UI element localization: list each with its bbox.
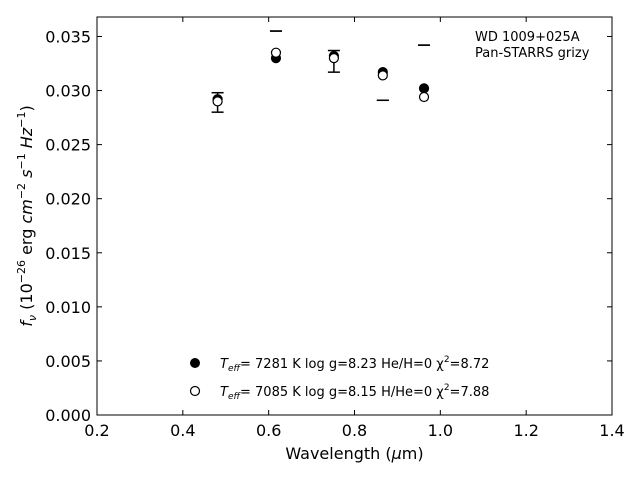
y-tick-label: 0.015 bbox=[45, 244, 91, 263]
x-tick-label: 0.4 bbox=[170, 421, 195, 440]
model-point-filled bbox=[418, 83, 430, 94]
model-point-open bbox=[328, 52, 339, 64]
x-tick-label: 1.4 bbox=[599, 421, 624, 440]
x-tick-label: 0.2 bbox=[84, 421, 109, 440]
x-axis-label: Wavelength (μm) bbox=[285, 444, 423, 463]
y-tick-label: 0.030 bbox=[45, 82, 91, 101]
model-point-open bbox=[418, 91, 430, 103]
plot-frame bbox=[96, 16, 613, 416]
model-point-open bbox=[377, 70, 388, 81]
error-bars bbox=[211, 30, 431, 113]
legend-entry-1: Teff= 7281 K log g=8.23 He/H=0 χ2=8.72 bbox=[220, 355, 489, 374]
legend: Teff= 7281 K log g=8.23 He/H=0 χ2=8.72 T… bbox=[189, 355, 489, 402]
y-tick-label: 0.000 bbox=[45, 406, 91, 425]
y-tick-label: 0.005 bbox=[45, 352, 91, 371]
x-tick-label: 0.6 bbox=[256, 421, 281, 440]
x-tick-label: 1.2 bbox=[513, 421, 538, 440]
y-tick-label: 0.035 bbox=[45, 27, 91, 46]
model-point-open bbox=[212, 96, 223, 107]
y-tick-label: 0.020 bbox=[45, 190, 91, 209]
axis-ticks: 0.2 0.4 0.6 0.8 1.0 1.2 1.4 0.000 0.005 0.010 0.01… bbox=[45, 17, 625, 440]
y-tick-label: 0.025 bbox=[45, 136, 91, 155]
x-tick-label: 0.8 bbox=[342, 421, 367, 440]
y-tick-label: 0.010 bbox=[45, 298, 91, 317]
model-point-open bbox=[270, 47, 282, 58]
legend-entry-2: Teff= 7085 K log g=8.15 H/He=0 χ2=7.88 bbox=[220, 383, 489, 402]
legend-marker-open bbox=[189, 385, 201, 397]
y-axis-label: fν (10−26 erg cm−2 s−1 Hz−1) bbox=[15, 105, 39, 326]
x-tick-label: 1.0 bbox=[428, 421, 453, 440]
legend-marker-filled bbox=[190, 358, 200, 368]
survey-annotation: Pan-STARRS grizy bbox=[475, 46, 590, 61]
object-name-annotation: WD 1009+025A bbox=[475, 30, 580, 45]
data-markers bbox=[212, 47, 430, 107]
